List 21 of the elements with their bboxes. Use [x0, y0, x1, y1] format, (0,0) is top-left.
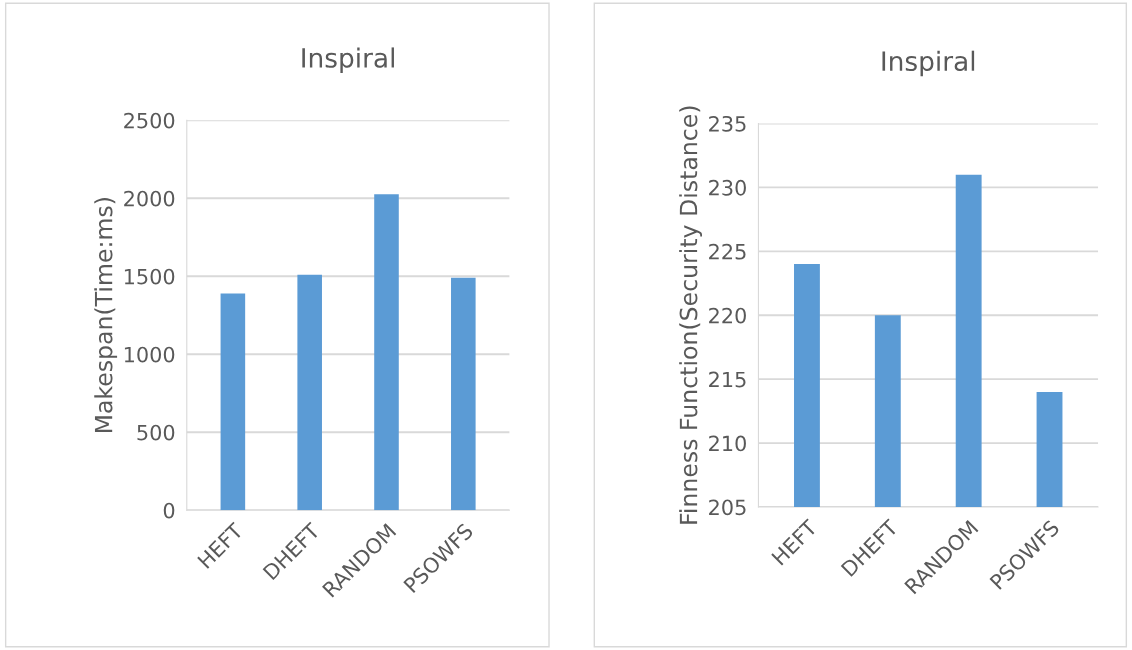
chart-title: Inspiral [302, 47, 394, 73]
bar [451, 277, 476, 511]
y-tick-label: 1500 [124, 268, 175, 285]
y-tick-label: 235 [709, 115, 746, 132]
y-tick-label: 225 [709, 243, 746, 260]
y-tick-label: 500 [137, 424, 175, 441]
y-tick-label: 205 [709, 499, 746, 516]
bar [297, 274, 322, 511]
y-axis-title: Makespan(Time:ms) [94, 198, 118, 433]
y-tick-label: 1000 [124, 346, 175, 363]
y-tick-label: 215 [709, 371, 746, 388]
y-tick-label: 210 [709, 435, 746, 452]
bar [220, 293, 246, 511]
y-tick-label: 2000 [124, 190, 175, 207]
y-axis-title: Finness Function(Security Distance) [679, 106, 703, 524]
y-tick-label: 220 [709, 307, 746, 324]
bar [374, 194, 399, 511]
chart-title: Inspiral [882, 50, 975, 77]
y-tick-label: 230 [709, 179, 746, 196]
y-tick-label: 0 [163, 502, 175, 519]
y-tick-label: 2500 [124, 112, 175, 129]
